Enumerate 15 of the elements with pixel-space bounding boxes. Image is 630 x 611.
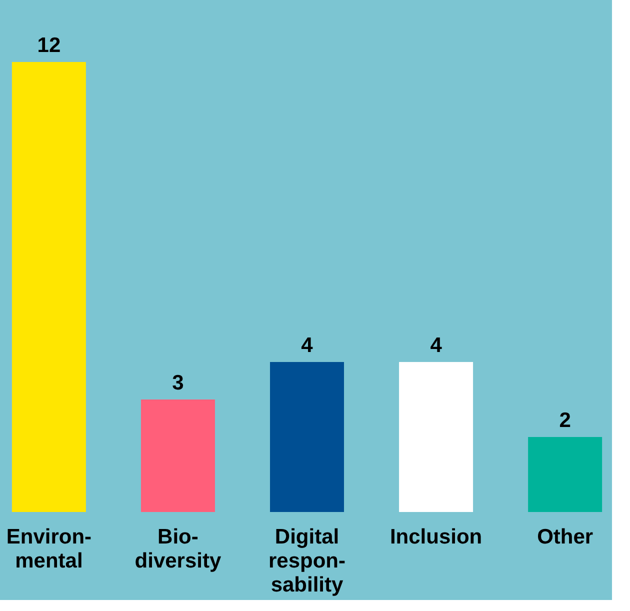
- data-label: 12: [37, 34, 61, 57]
- x-tick-label: Environ- mental: [6, 526, 92, 572]
- data-label: 2: [559, 409, 571, 432]
- x-tick-label: Other: [537, 526, 594, 548]
- bar: [12, 62, 86, 512]
- data-label: 4: [301, 334, 314, 357]
- bar: [270, 362, 344, 512]
- data-label: 3: [172, 372, 184, 394]
- x-tick-label: Inclusion: [390, 526, 482, 548]
- x-tick-label: Bio- diversity: [134, 526, 222, 572]
- x-tick-label: Digital respon- sability: [268, 526, 346, 596]
- bar: [140, 400, 215, 512]
- bar: [399, 362, 474, 512]
- bar: [528, 437, 602, 512]
- data-label: 4: [430, 334, 442, 357]
